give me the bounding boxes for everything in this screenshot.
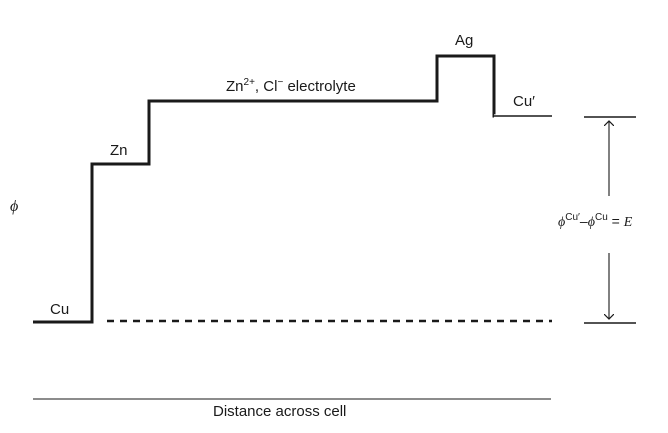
potential-step-profile <box>33 54 552 324</box>
emf-phi-2: ϕ <box>587 215 595 230</box>
emf-sup-2: Cu <box>594 212 608 223</box>
emf-sup-1: Cu′ <box>565 212 580 223</box>
electrolyte-species-1: Zn <box>226 78 244 95</box>
emf-phi-1: ϕ <box>558 215 566 230</box>
emf-minus: – <box>579 213 588 229</box>
cu-prime-label: Cu′ <box>513 93 535 110</box>
emf-equals: = <box>607 213 624 229</box>
electrolyte-species-2: Cl <box>263 78 278 95</box>
electrolyte-charge-1: 2+ <box>243 77 255 88</box>
x-axis-label: Distance across cell <box>213 403 347 420</box>
ag-label: Ag <box>455 32 474 49</box>
electrolyte-separator: , <box>254 78 264 95</box>
emf-e: E <box>623 215 633 230</box>
cu-label: Cu <box>50 301 70 318</box>
emf-label: ϕCu′–ϕCu = E <box>558 212 633 230</box>
electrolyte-label: Zn2+, Cl− electrolyte <box>226 77 356 95</box>
electrolyte-rest: electrolyte <box>283 78 356 95</box>
zn-label: Zn <box>110 142 128 159</box>
electrolyte-charge-2: − <box>277 77 284 88</box>
phi-axis-label: ϕ <box>10 198 19 215</box>
